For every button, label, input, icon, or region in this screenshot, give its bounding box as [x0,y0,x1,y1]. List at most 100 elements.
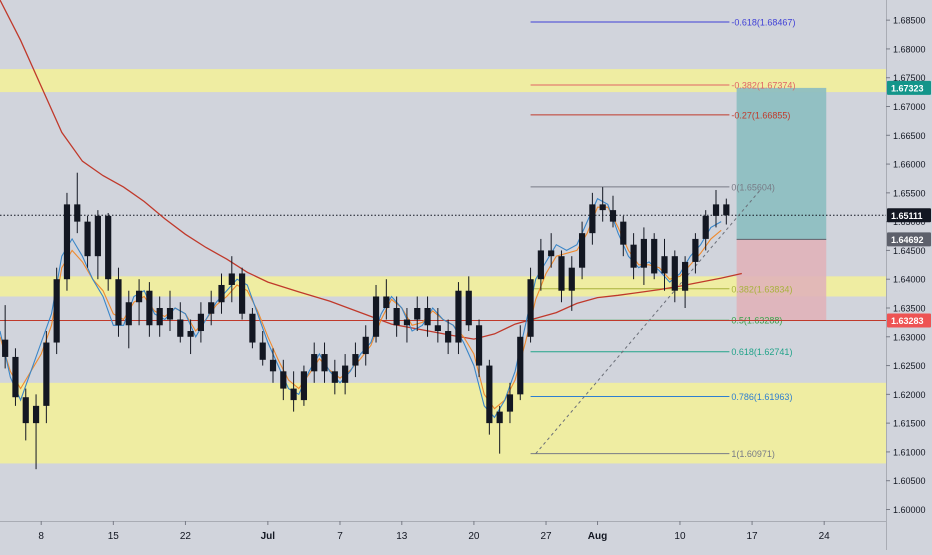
supply-demand-zone [0,69,886,93]
price-badge [887,80,931,95]
candle-body [115,279,122,326]
y-axis-tick-label: 1.62000 [893,390,926,400]
candle-body [342,365,349,383]
candle-body [218,284,225,303]
candle-body [403,319,411,326]
candle-body [300,371,308,401]
candle-body [135,290,143,303]
y-axis-tick-label: 1.61000 [893,447,926,457]
candle-body [166,307,174,320]
y-axis-tick-label: 1.63500 [893,303,926,313]
price-badge [887,232,931,247]
y-axis-tick-label: 1.67500 [893,73,926,83]
x-axis-tick-label: Jul [261,531,276,542]
candle-body [506,394,514,412]
fib-level-label: 1(1.60971) [731,449,775,459]
y-axis-tick-label: 1.66000 [893,160,926,170]
x-axis-tick-label: 24 [819,531,831,542]
candle-body [393,307,400,326]
candle-body [208,302,215,314]
x-axis-tick-label: 7 [337,531,343,542]
candle-body [125,302,132,326]
candle-body [682,261,689,291]
candle-body [383,296,390,308]
fib-level-label: 0(1.65604) [731,182,775,192]
candle-body [280,371,287,389]
position-stop-zone [736,239,827,321]
candle-body [465,290,472,326]
candle-body [517,336,524,395]
candle-body [712,204,720,216]
moving-average-blue [0,197,722,419]
candle-body [424,307,431,326]
candle-body [661,256,668,274]
candle-body [620,221,627,245]
candle-body [53,279,60,343]
price-badge-label: 1.65111 [891,211,923,221]
x-axis-tick-label: 13 [396,531,408,542]
fib-level-label: 0.382(1.63834) [731,284,792,294]
fib-level-label: -0.382(1.67374) [731,80,795,90]
candle-body [43,342,50,406]
candle-body [609,210,617,222]
y-axis-tick-label: 1.61500 [893,419,926,429]
position-target-zone [736,87,827,240]
candle-body [2,339,9,357]
candle-body [671,256,678,291]
candle-body [372,296,380,337]
candle-body [568,267,575,291]
candle-body [496,411,503,424]
candle-body [362,336,369,355]
candle-body [475,325,483,366]
candle-body [32,405,40,424]
y-axis-tick-label: 1.63000 [893,332,926,342]
y-axis-tick-label: 1.68000 [893,44,926,54]
y-axis-tick-label: 1.60000 [893,505,926,515]
candle-body [578,233,586,268]
candle-body [239,273,246,314]
candle-body [414,307,421,320]
x-axis-tick-label: 8 [38,531,44,542]
candle-body [723,204,730,216]
candle-body [94,215,101,257]
x-axis-tick-label: 17 [747,531,759,542]
price-badge [887,208,931,223]
price-badge-label: 1.67323 [891,83,924,93]
candle-body [527,279,534,337]
candle-body [249,313,256,343]
y-axis-tick-label: 1.68500 [893,16,926,26]
candle-body [537,250,544,280]
candle-body [599,204,606,211]
trend-line [535,189,761,454]
candle-body [445,331,452,343]
candle-body [187,331,194,337]
x-axis-tick-label: 22 [180,531,192,542]
fib-level-label: 0.786(1.61963) [731,392,792,402]
y-axis-tick-label: 1.60500 [893,476,926,486]
y-axis-tick-label: 1.64500 [893,246,926,256]
candle-body [228,273,235,285]
price-badge [887,313,931,328]
candle-body [548,250,555,257]
candle-body [692,238,699,262]
x-axis-tick-label: 20 [468,531,480,542]
candle-body [22,397,29,424]
candle-body [321,354,328,372]
candle-body [84,221,91,257]
candle-body [455,290,462,343]
candle-body [177,319,184,337]
candle-body [197,313,204,332]
candle-body [105,215,112,280]
x-axis-tick-label: 15 [108,531,120,542]
candle-body [702,215,709,239]
price-badge-label: 1.64692 [891,235,924,245]
candle-body [651,238,658,274]
y-axis-tick-label: 1.67000 [893,102,926,112]
candle-body [12,356,19,398]
y-axis-tick-label: 1.66500 [893,131,926,141]
candle-body [156,307,163,326]
candle-body [269,359,277,372]
y-axis-tick-label: 1.65500 [893,188,926,198]
